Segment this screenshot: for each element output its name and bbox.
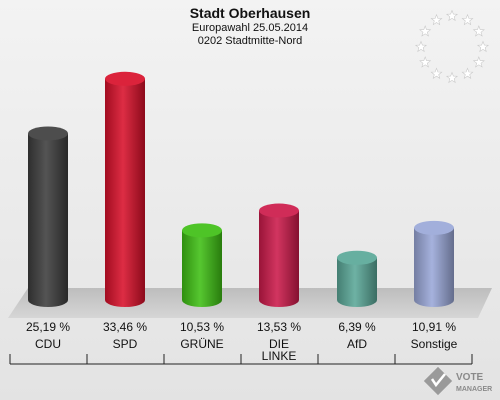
category-label: CDU [35,337,61,351]
labels-group: 25,19 % CDU 33,46 % SPD 10,53 % GRÜNE 13,53 % D… [26,320,458,363]
star-icon [461,67,474,80]
star-icon [472,56,485,68]
value-label: 25,19 % [26,320,70,334]
category-label: GRÜNE [180,337,223,351]
value-label: 10,53 % [180,320,224,334]
vote-manager-logo: VOTE MANAGER [423,366,492,396]
category-label: SPD [113,337,138,351]
star-icon [430,67,443,80]
star-icon [472,25,485,37]
bar-spd [105,71,145,307]
chart-subtitle: Europawahl 25.05.2014 [191,22,309,34]
value-label: 13,53 % [257,320,301,334]
bar-grüne [182,223,222,307]
value-label: 6,39 % [338,320,376,334]
star-icon [476,40,490,53]
bars-group [28,71,454,307]
logo-text-vote: VOTE [456,372,484,383]
bar-afd [337,250,377,307]
star-icon [414,40,428,53]
value-label: 10,91 % [412,320,456,334]
star-icon [461,13,474,26]
star-icon [430,13,443,26]
chart-header: Stadt Oberhausen Europawahl 25.05.2014 0… [0,5,500,47]
bar-sonstige [414,220,454,307]
category-label: DIE LINKE [262,337,297,363]
star-icon [445,9,459,22]
star-icon [419,25,432,37]
category-label: Sonstige [411,337,458,351]
star-icon [445,71,459,84]
star-icon [419,56,432,68]
district-label: 0202 Stadtmitte-Nord [197,35,303,47]
category-label: AfD [347,337,367,351]
bar-cdu [28,126,68,307]
logo-text-manager: MANAGER [456,386,492,393]
category-separators [9,354,473,365]
bar-die-linke [259,203,299,307]
value-label: 33,46 % [103,320,147,334]
chart-title: Stadt Oberhausen [189,5,311,21]
eu-flag-icon [414,9,490,84]
